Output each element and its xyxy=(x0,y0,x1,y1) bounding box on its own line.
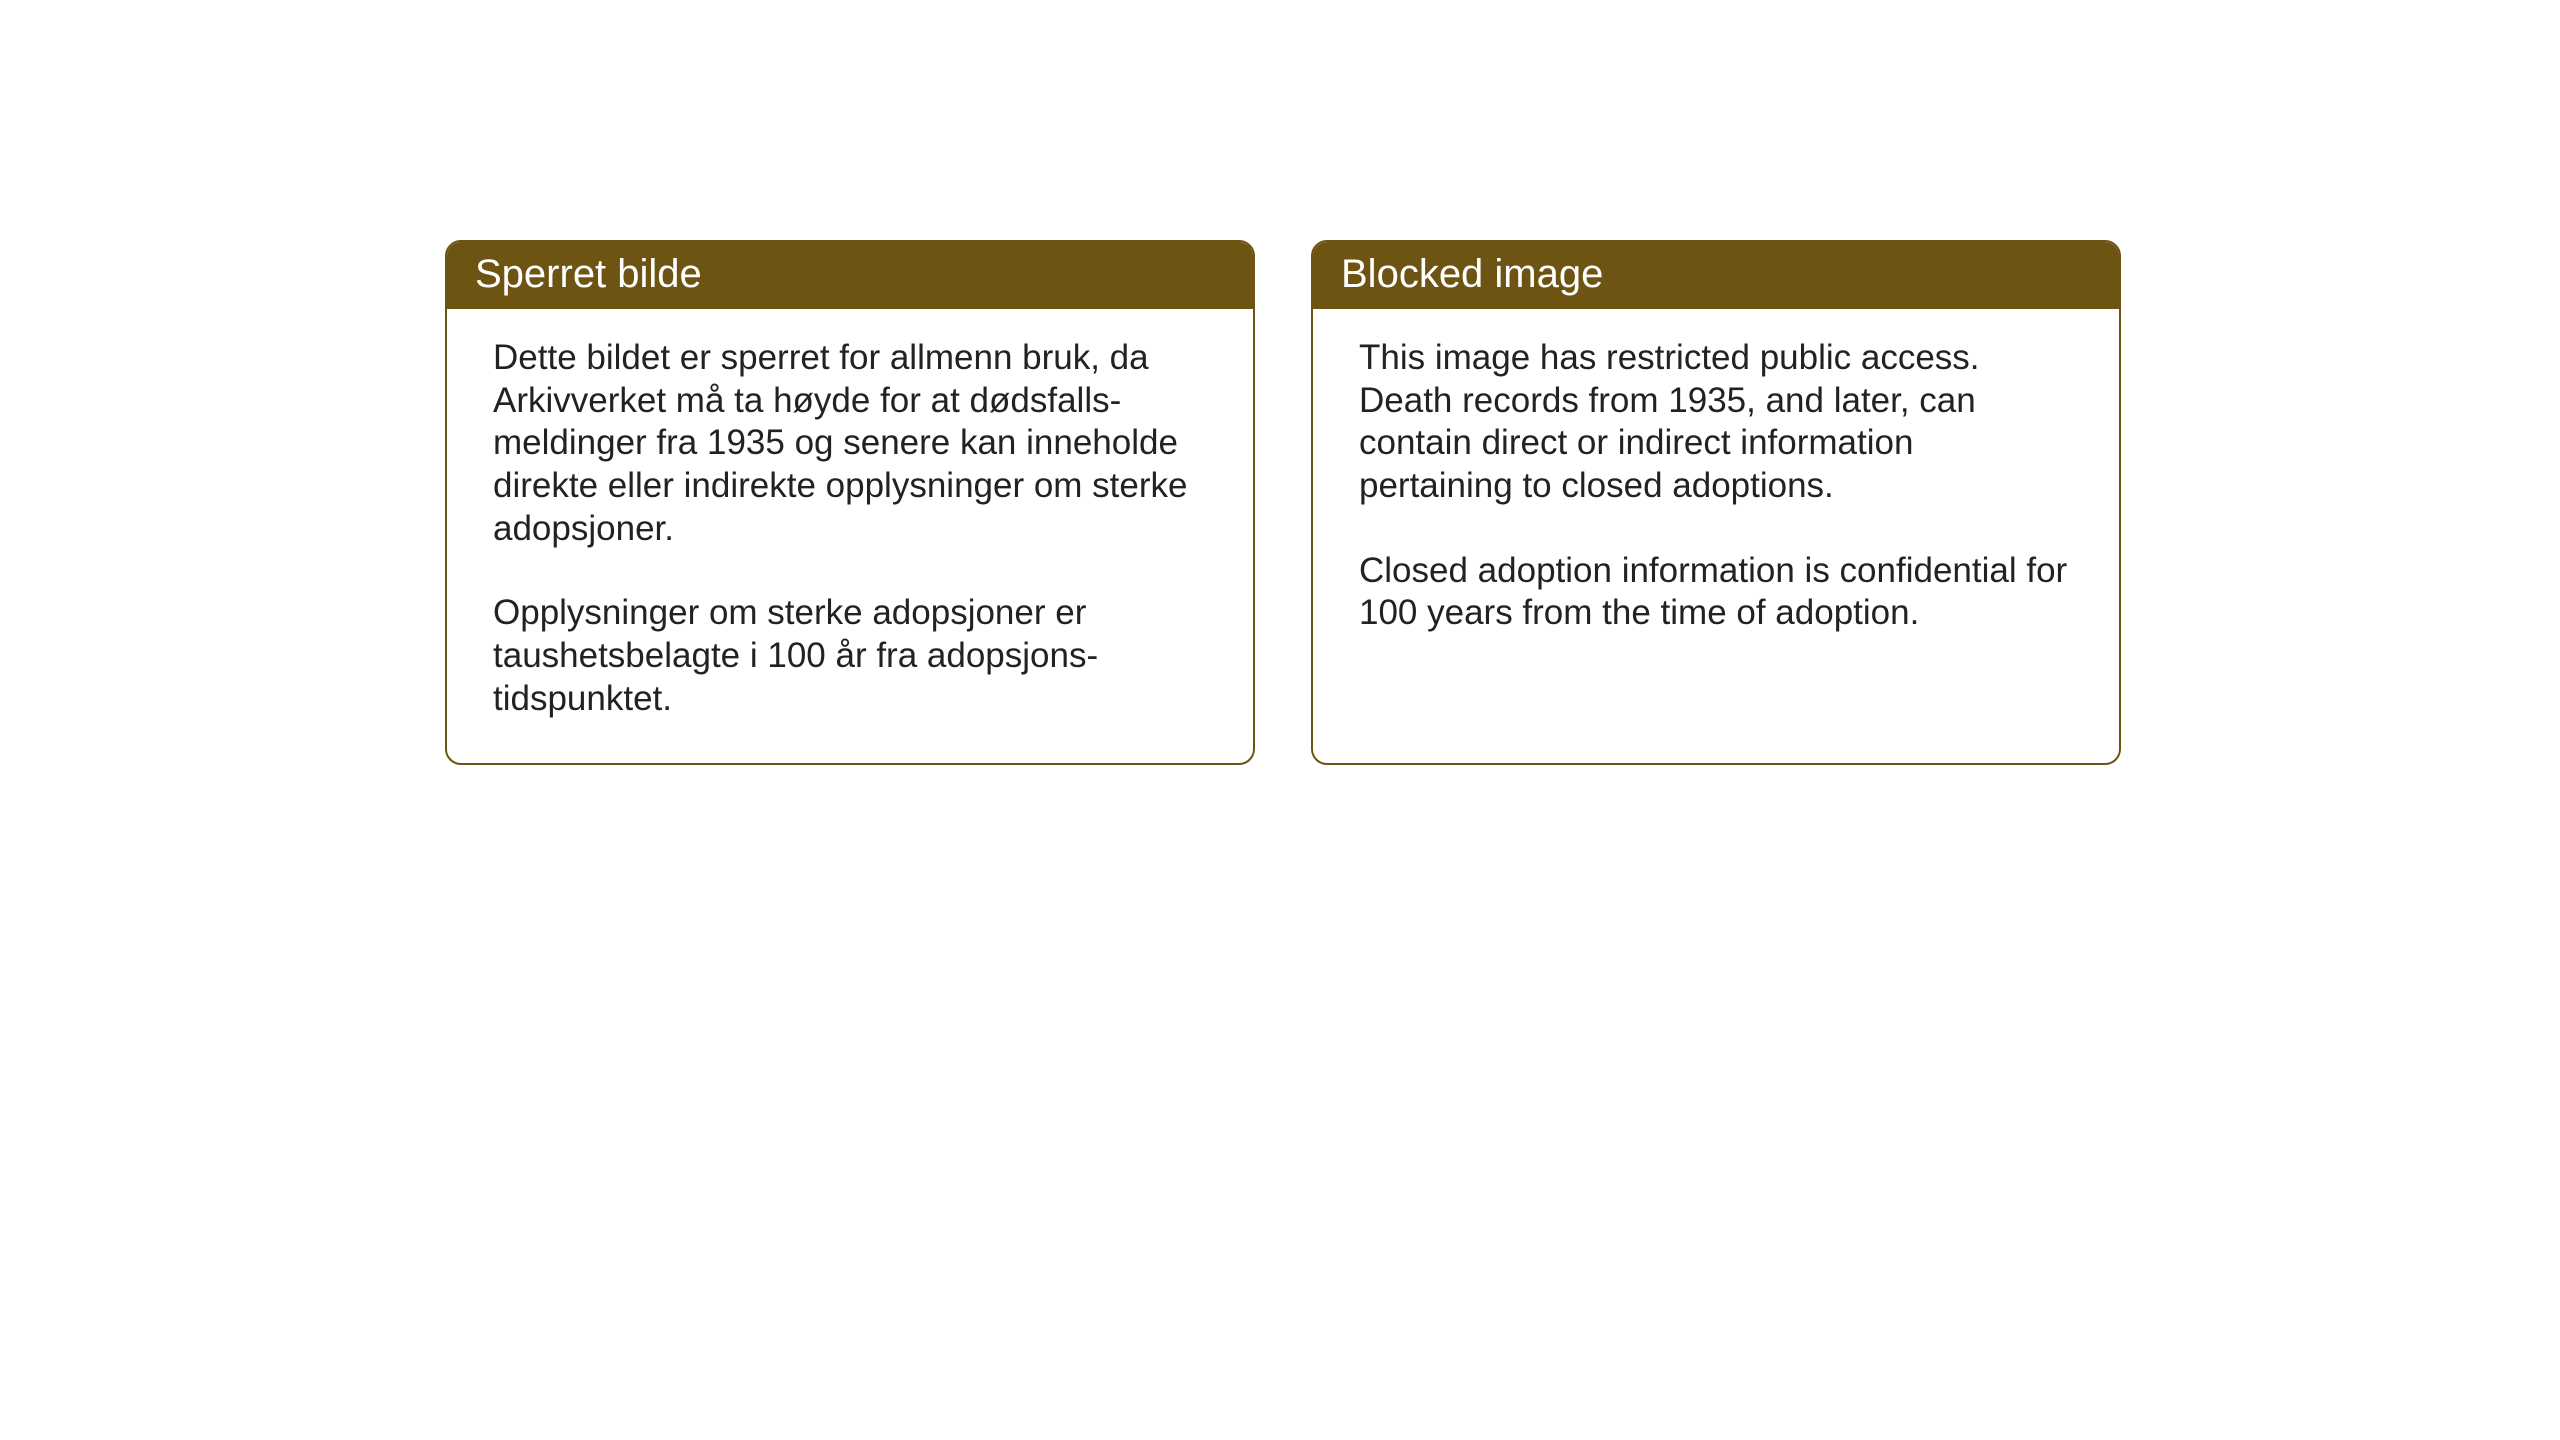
notice-card-english: Blocked image This image has restricted … xyxy=(1311,240,2121,765)
notice-paragraph-2-norwegian: Opplysninger om sterke adopsjoner er tau… xyxy=(493,592,1207,720)
notice-body-norwegian: Dette bildet er sperret for allmenn bruk… xyxy=(447,309,1253,763)
notice-header-english: Blocked image xyxy=(1313,242,2119,309)
notice-paragraph-1-english: This image has restricted public access.… xyxy=(1359,337,2073,508)
notice-header-norwegian: Sperret bilde xyxy=(447,242,1253,309)
notice-container: Sperret bilde Dette bildet er sperret fo… xyxy=(445,240,2121,765)
notice-paragraph-1-norwegian: Dette bildet er sperret for allmenn bruk… xyxy=(493,337,1207,550)
notice-body-english: This image has restricted public access.… xyxy=(1313,309,2119,677)
notice-card-norwegian: Sperret bilde Dette bildet er sperret fo… xyxy=(445,240,1255,765)
notice-paragraph-2-english: Closed adoption information is confident… xyxy=(1359,550,2073,635)
